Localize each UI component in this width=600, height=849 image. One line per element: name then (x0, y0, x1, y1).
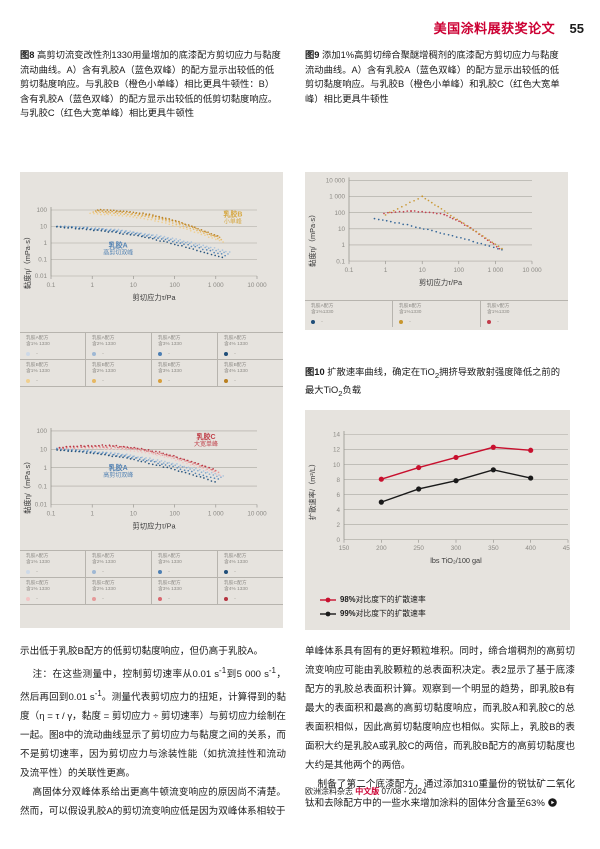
svg-text:10: 10 (130, 511, 138, 518)
svg-text:0.1: 0.1 (47, 511, 56, 518)
svg-text:100: 100 (454, 267, 465, 274)
svg-text:1 000: 1 000 (208, 282, 224, 289)
svg-text:1: 1 (43, 240, 47, 247)
svg-text:高剪切双峰: 高剪切双峰 (103, 471, 133, 479)
svg-text:1: 1 (90, 282, 94, 289)
svg-text:150: 150 (339, 545, 350, 552)
svg-text:10: 10 (333, 462, 341, 469)
svg-text:黏度η/（mPa·s）: 黏度η/（mPa·s） (308, 211, 317, 267)
svg-text:0.1: 0.1 (38, 257, 47, 264)
svg-text:1: 1 (90, 511, 94, 518)
svg-text:0.1: 0.1 (47, 282, 56, 289)
svg-text:大宽单峰: 大宽单峰 (194, 440, 218, 448)
svg-text:1: 1 (384, 267, 388, 274)
svg-text:300: 300 (451, 545, 462, 552)
svg-text:10: 10 (40, 447, 48, 454)
svg-text:剪切应力τ/Pa: 剪切应力τ/Pa (132, 293, 176, 302)
svg-text:2: 2 (336, 522, 340, 529)
svg-text:高剪切双峰: 高剪切双峰 (103, 249, 133, 257)
svg-text:小单峰: 小单峰 (224, 218, 242, 226)
svg-text:100: 100 (36, 207, 47, 214)
svg-text:0.1: 0.1 (336, 258, 345, 265)
svg-text:6: 6 (336, 492, 340, 499)
svg-text:1: 1 (341, 242, 345, 249)
svg-text:10 000: 10 000 (326, 178, 346, 185)
svg-text:1 000: 1 000 (329, 194, 345, 201)
svg-text:1 000: 1 000 (488, 267, 504, 274)
svg-text:剪切应力τ/Pa: 剪切应力τ/Pa (132, 522, 176, 531)
svg-text:lbs TiO₂/100 gal: lbs TiO₂/100 gal (430, 556, 482, 565)
svg-text:100: 100 (36, 428, 47, 435)
svg-text:1 000: 1 000 (208, 511, 224, 518)
svg-text:0.01: 0.01 (35, 502, 48, 509)
svg-text:10: 10 (40, 224, 48, 231)
svg-text:14: 14 (333, 432, 341, 439)
svg-text:10: 10 (338, 226, 346, 233)
svg-text:200: 200 (376, 545, 387, 552)
svg-text:黏度η/（mPa·s）: 黏度η/（mPa·s） (23, 233, 32, 289)
svg-text:扩散速率/（m²/L）: 扩散速率/（m²/L） (308, 460, 317, 520)
svg-text:100: 100 (334, 210, 345, 217)
svg-text:400: 400 (525, 545, 536, 552)
svg-text:10: 10 (419, 267, 427, 274)
svg-text:100: 100 (169, 511, 180, 518)
svg-text:10 000: 10 000 (247, 511, 267, 518)
svg-text:10 000: 10 000 (522, 267, 542, 274)
svg-text:10 000: 10 000 (247, 282, 267, 289)
svg-text:乳胶A: 乳胶A (109, 463, 128, 472)
svg-text:0.1: 0.1 (38, 483, 47, 490)
svg-text:乳胶B: 乳胶B (223, 210, 242, 219)
svg-text:0: 0 (336, 537, 340, 544)
svg-text:12: 12 (333, 447, 341, 454)
svg-text:250: 250 (413, 545, 424, 552)
svg-text:黏度η/（mPa·s）: 黏度η/（mPa·s） (23, 458, 32, 514)
svg-text:4: 4 (336, 507, 340, 514)
svg-text:8: 8 (336, 477, 340, 484)
svg-text:剪切应力τ/Pa: 剪切应力τ/Pa (419, 278, 463, 287)
svg-text:乳胶C: 乳胶C (196, 432, 215, 441)
svg-text:450: 450 (563, 545, 570, 552)
svg-text:1: 1 (43, 465, 47, 472)
svg-text:乳胶A: 乳胶A (109, 241, 128, 250)
svg-text:10: 10 (130, 282, 138, 289)
svg-text:100: 100 (169, 282, 180, 289)
svg-text:350: 350 (488, 545, 499, 552)
svg-text:0.01: 0.01 (35, 273, 48, 280)
svg-text:0.1: 0.1 (345, 267, 354, 274)
